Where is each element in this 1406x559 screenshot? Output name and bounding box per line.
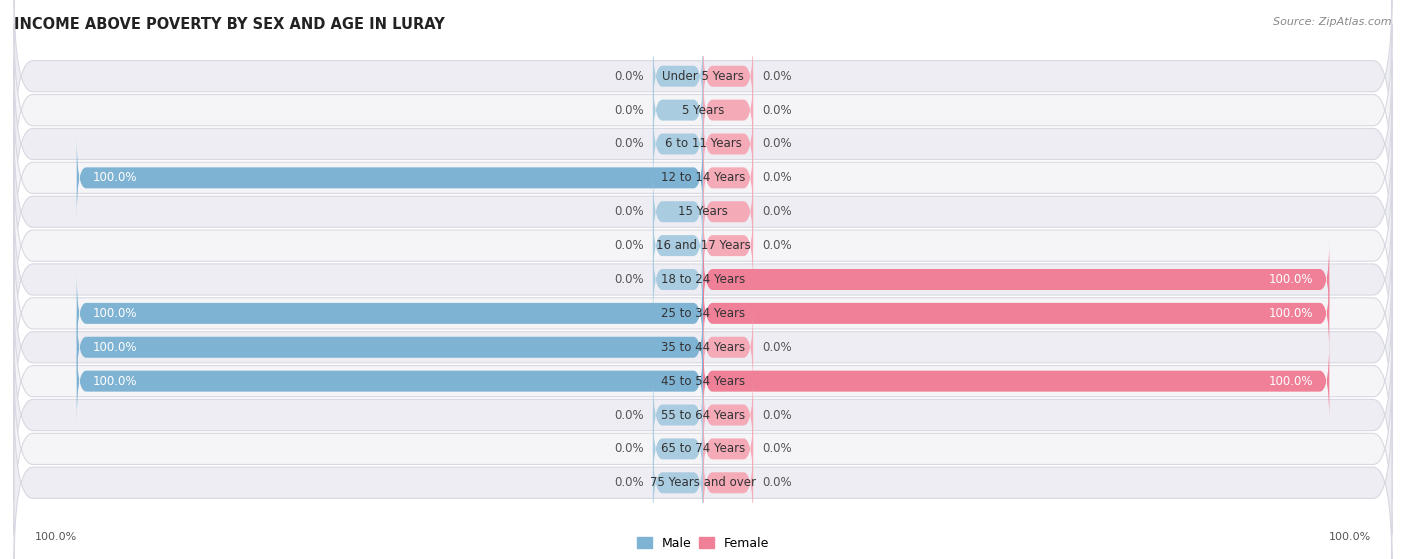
FancyBboxPatch shape [14, 261, 1392, 433]
FancyBboxPatch shape [703, 307, 754, 387]
Text: 100.0%: 100.0% [1270, 273, 1313, 286]
Text: 0.0%: 0.0% [614, 70, 644, 83]
Text: 0.0%: 0.0% [614, 205, 644, 218]
FancyBboxPatch shape [703, 205, 754, 286]
FancyBboxPatch shape [703, 443, 754, 523]
FancyBboxPatch shape [703, 172, 754, 252]
Text: 0.0%: 0.0% [762, 341, 792, 354]
FancyBboxPatch shape [77, 273, 703, 354]
FancyBboxPatch shape [14, 159, 1392, 331]
Text: 100.0%: 100.0% [35, 532, 77, 542]
Text: 0.0%: 0.0% [614, 103, 644, 117]
Text: 0.0%: 0.0% [762, 138, 792, 150]
Text: 55 to 64 Years: 55 to 64 Years [661, 409, 745, 421]
Text: 16 and 17 Years: 16 and 17 Years [655, 239, 751, 252]
FancyBboxPatch shape [652, 172, 703, 252]
FancyBboxPatch shape [14, 228, 1392, 400]
Text: Under 5 Years: Under 5 Years [662, 70, 744, 83]
FancyBboxPatch shape [14, 193, 1392, 366]
Text: 100.0%: 100.0% [93, 172, 136, 184]
Text: 0.0%: 0.0% [614, 442, 644, 456]
FancyBboxPatch shape [703, 239, 1329, 320]
FancyBboxPatch shape [652, 375, 703, 456]
FancyBboxPatch shape [703, 409, 754, 489]
FancyBboxPatch shape [14, 0, 1392, 162]
Text: 25 to 34 Years: 25 to 34 Years [661, 307, 745, 320]
FancyBboxPatch shape [703, 103, 754, 184]
FancyBboxPatch shape [652, 443, 703, 523]
FancyBboxPatch shape [703, 375, 754, 456]
Text: 12 to 14 Years: 12 to 14 Years [661, 172, 745, 184]
Text: 100.0%: 100.0% [1329, 532, 1371, 542]
Text: 45 to 54 Years: 45 to 54 Years [661, 375, 745, 387]
Text: 5 Years: 5 Years [682, 103, 724, 117]
FancyBboxPatch shape [652, 103, 703, 184]
Text: 35 to 44 Years: 35 to 44 Years [661, 341, 745, 354]
FancyBboxPatch shape [703, 138, 754, 218]
Text: 6 to 11 Years: 6 to 11 Years [665, 138, 741, 150]
FancyBboxPatch shape [14, 58, 1392, 230]
Text: 65 to 74 Years: 65 to 74 Years [661, 442, 745, 456]
Text: 75 Years and over: 75 Years and over [650, 476, 756, 489]
FancyBboxPatch shape [703, 341, 1329, 421]
Text: Source: ZipAtlas.com: Source: ZipAtlas.com [1274, 17, 1392, 27]
Text: 100.0%: 100.0% [93, 375, 136, 387]
FancyBboxPatch shape [652, 70, 703, 150]
Text: 0.0%: 0.0% [762, 409, 792, 421]
Text: 0.0%: 0.0% [614, 409, 644, 421]
FancyBboxPatch shape [652, 239, 703, 320]
FancyBboxPatch shape [14, 329, 1392, 501]
FancyBboxPatch shape [703, 70, 754, 150]
FancyBboxPatch shape [703, 36, 754, 116]
FancyBboxPatch shape [652, 205, 703, 286]
FancyBboxPatch shape [652, 409, 703, 489]
Text: 0.0%: 0.0% [762, 239, 792, 252]
FancyBboxPatch shape [652, 36, 703, 116]
Text: 0.0%: 0.0% [614, 476, 644, 489]
Text: 0.0%: 0.0% [614, 239, 644, 252]
Text: 0.0%: 0.0% [762, 205, 792, 218]
Text: INCOME ABOVE POVERTY BY SEX AND AGE IN LURAY: INCOME ABOVE POVERTY BY SEX AND AGE IN L… [14, 17, 444, 32]
FancyBboxPatch shape [14, 363, 1392, 535]
Text: 0.0%: 0.0% [762, 172, 792, 184]
Text: 0.0%: 0.0% [762, 476, 792, 489]
Text: 0.0%: 0.0% [762, 70, 792, 83]
FancyBboxPatch shape [14, 397, 1392, 559]
Text: 100.0%: 100.0% [1270, 375, 1313, 387]
Text: 0.0%: 0.0% [614, 273, 644, 286]
FancyBboxPatch shape [14, 92, 1392, 264]
FancyBboxPatch shape [77, 138, 703, 218]
Text: 18 to 24 Years: 18 to 24 Years [661, 273, 745, 286]
Text: 100.0%: 100.0% [1270, 307, 1313, 320]
Text: 0.0%: 0.0% [614, 138, 644, 150]
FancyBboxPatch shape [14, 126, 1392, 298]
FancyBboxPatch shape [14, 295, 1392, 467]
Text: 0.0%: 0.0% [762, 442, 792, 456]
FancyBboxPatch shape [14, 24, 1392, 196]
Text: 15 Years: 15 Years [678, 205, 728, 218]
FancyBboxPatch shape [77, 307, 703, 387]
FancyBboxPatch shape [703, 273, 1329, 354]
Text: 100.0%: 100.0% [93, 307, 136, 320]
FancyBboxPatch shape [77, 341, 703, 421]
Text: 0.0%: 0.0% [762, 103, 792, 117]
Legend: Male, Female: Male, Female [631, 532, 775, 555]
Text: 100.0%: 100.0% [93, 341, 136, 354]
